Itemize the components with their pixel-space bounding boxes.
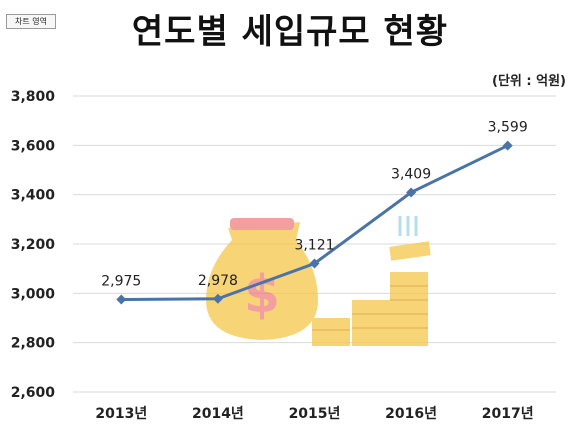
data-labels: 2,975 2,978 3,121 3,409 3,599 [101, 120, 527, 290]
coin-stacks-icon [312, 241, 431, 346]
y-tick-label: 3,600 [11, 138, 56, 154]
y-axis-tick-labels: 2,600 2,800 3,000 3,200 3,400 3,600 3,800 [11, 89, 56, 401]
y-tick-label: 3,800 [11, 89, 56, 105]
data-label: 2,975 [101, 274, 141, 290]
data-point-marker [309, 258, 320, 269]
data-points [116, 140, 513, 305]
data-point-marker [116, 294, 127, 305]
y-tick-label: 3,000 [11, 286, 56, 302]
x-tick-label: 2016년 [385, 406, 437, 422]
money-bag-icon [206, 222, 318, 340]
y-tick-label: 3,400 [11, 188, 56, 204]
data-point-marker [502, 140, 513, 151]
grid-lines [73, 95, 556, 393]
decorative-money-illustration: $ [206, 216, 431, 346]
data-label: 2,978 [198, 273, 238, 289]
money-bag-tie-icon [230, 218, 294, 230]
data-label: 3,599 [488, 120, 528, 136]
y-tick-label: 2,600 [11, 385, 56, 401]
data-label: 3,409 [391, 166, 431, 182]
x-tick-label: 2015년 [289, 406, 341, 422]
x-axis-tick-labels: 2013년 2014년 2015년 2016년 2017년 [95, 406, 533, 422]
data-point-marker [212, 293, 223, 304]
dollar-sign-icon: $ [244, 265, 280, 325]
x-tick-label: 2017년 [482, 406, 534, 422]
x-tick-label: 2013년 [95, 406, 147, 422]
chart-area-tag: 차트 영역 [6, 14, 56, 29]
unit-note: (단위 : 억원) [492, 74, 566, 89]
x-tick-label: 2014년 [192, 406, 244, 422]
data-point-marker [406, 187, 417, 198]
sparkle-marks-icon [398, 216, 418, 236]
y-tick-label: 3,200 [11, 237, 56, 253]
data-label: 3,121 [294, 237, 334, 253]
y-tick-label: 2,800 [11, 336, 56, 352]
chart-title: 연도별 세입규모 현황 [131, 12, 449, 52]
